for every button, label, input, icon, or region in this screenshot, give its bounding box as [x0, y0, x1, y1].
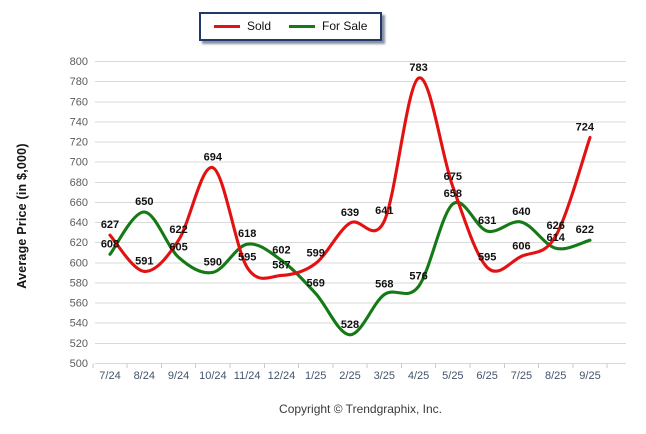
y-tick-label: 740	[70, 116, 88, 128]
point-label: 595	[238, 251, 256, 263]
point-label: 614	[547, 232, 566, 244]
x-tick-label: 5/25	[442, 370, 463, 382]
x-tick-label: 10/24	[199, 370, 227, 382]
point-label: 587	[272, 259, 290, 271]
point-label: 622	[576, 224, 594, 236]
x-tick-label: 11/24	[234, 370, 261, 382]
y-tick-label: 680	[70, 177, 88, 189]
point-label: 590	[204, 256, 222, 268]
y-tick-label: 560	[70, 298, 88, 310]
point-label: 675	[444, 171, 462, 183]
x-tick-label: 8/25	[545, 370, 566, 382]
point-label: 595	[478, 251, 496, 263]
point-label: 650	[135, 196, 153, 208]
chart-legend: Sold For Sale	[199, 12, 383, 41]
point-label: 568	[375, 279, 393, 291]
point-label: 602	[272, 244, 290, 256]
for-sale-line-swatch	[289, 24, 316, 28]
point-label: 608	[101, 238, 119, 250]
point-label: 626	[547, 220, 565, 232]
series-line-for-sale	[108, 200, 592, 337]
x-tick-label: 4/25	[408, 370, 429, 382]
y-tick-label: 760	[70, 96, 88, 108]
y-tick-label: 540	[70, 318, 88, 330]
point-label: 658	[444, 188, 462, 200]
y-tick-label: 780	[70, 76, 88, 88]
x-tick-label: 1/25	[305, 370, 326, 382]
series-line-sold	[108, 76, 592, 280]
y-tick-label: 600	[70, 257, 88, 269]
point-label: 591	[135, 255, 153, 267]
y-tick-label: 800	[70, 56, 88, 68]
point-label: 606	[512, 240, 530, 252]
x-tick-label: 7/25	[511, 370, 532, 382]
point-label: 639	[341, 207, 359, 219]
x-tick-label: 6/25	[476, 370, 497, 382]
x-tick-label: 12/24	[268, 370, 296, 382]
point-label: 627	[101, 219, 119, 231]
point-label: 631	[478, 215, 496, 227]
legend-item-sold: Sold	[214, 19, 271, 33]
x-tick-label: 9/24	[168, 370, 189, 382]
y-tick-label: 580	[70, 277, 88, 289]
point-label: 576	[409, 270, 427, 282]
y-tick-label: 520	[70, 338, 88, 350]
point-label: 783	[409, 62, 427, 74]
legend-item-for-sale: For Sale	[289, 19, 367, 33]
point-label: 641	[375, 205, 393, 217]
y-axis-title: Average Price (in $,000)	[15, 143, 29, 289]
point-label: 605	[169, 241, 187, 253]
point-label: 528	[341, 319, 359, 331]
point-label: 694	[204, 152, 223, 164]
y-tick-label: 720	[70, 137, 88, 149]
point-label: 599	[307, 247, 325, 259]
point-label: 569	[307, 278, 325, 290]
y-tick-label: 700	[70, 157, 88, 169]
x-tick-label: 9/25	[579, 370, 600, 382]
point-label: 618	[238, 228, 256, 240]
point-label: 640	[512, 206, 530, 218]
y-tick-label: 640	[70, 217, 88, 229]
point-label: 622	[169, 224, 187, 236]
y-tick-label: 500	[70, 358, 88, 370]
point-label: 724	[576, 122, 595, 134]
x-tick-label: 3/25	[374, 370, 395, 382]
legend-label-sold: Sold	[247, 19, 272, 33]
legend-label-for-sale: For Sale	[322, 19, 368, 33]
sold-line-swatch	[214, 24, 240, 28]
y-tick-label: 620	[70, 237, 88, 249]
y-tick-label: 660	[70, 197, 88, 209]
x-tick-label: 8/24	[134, 370, 155, 382]
x-tick-label: 7/24	[99, 370, 120, 382]
copyright-text: Copyright © Trendgraphix, Inc.	[279, 402, 442, 416]
x-tick-label: 2/25	[339, 370, 360, 382]
